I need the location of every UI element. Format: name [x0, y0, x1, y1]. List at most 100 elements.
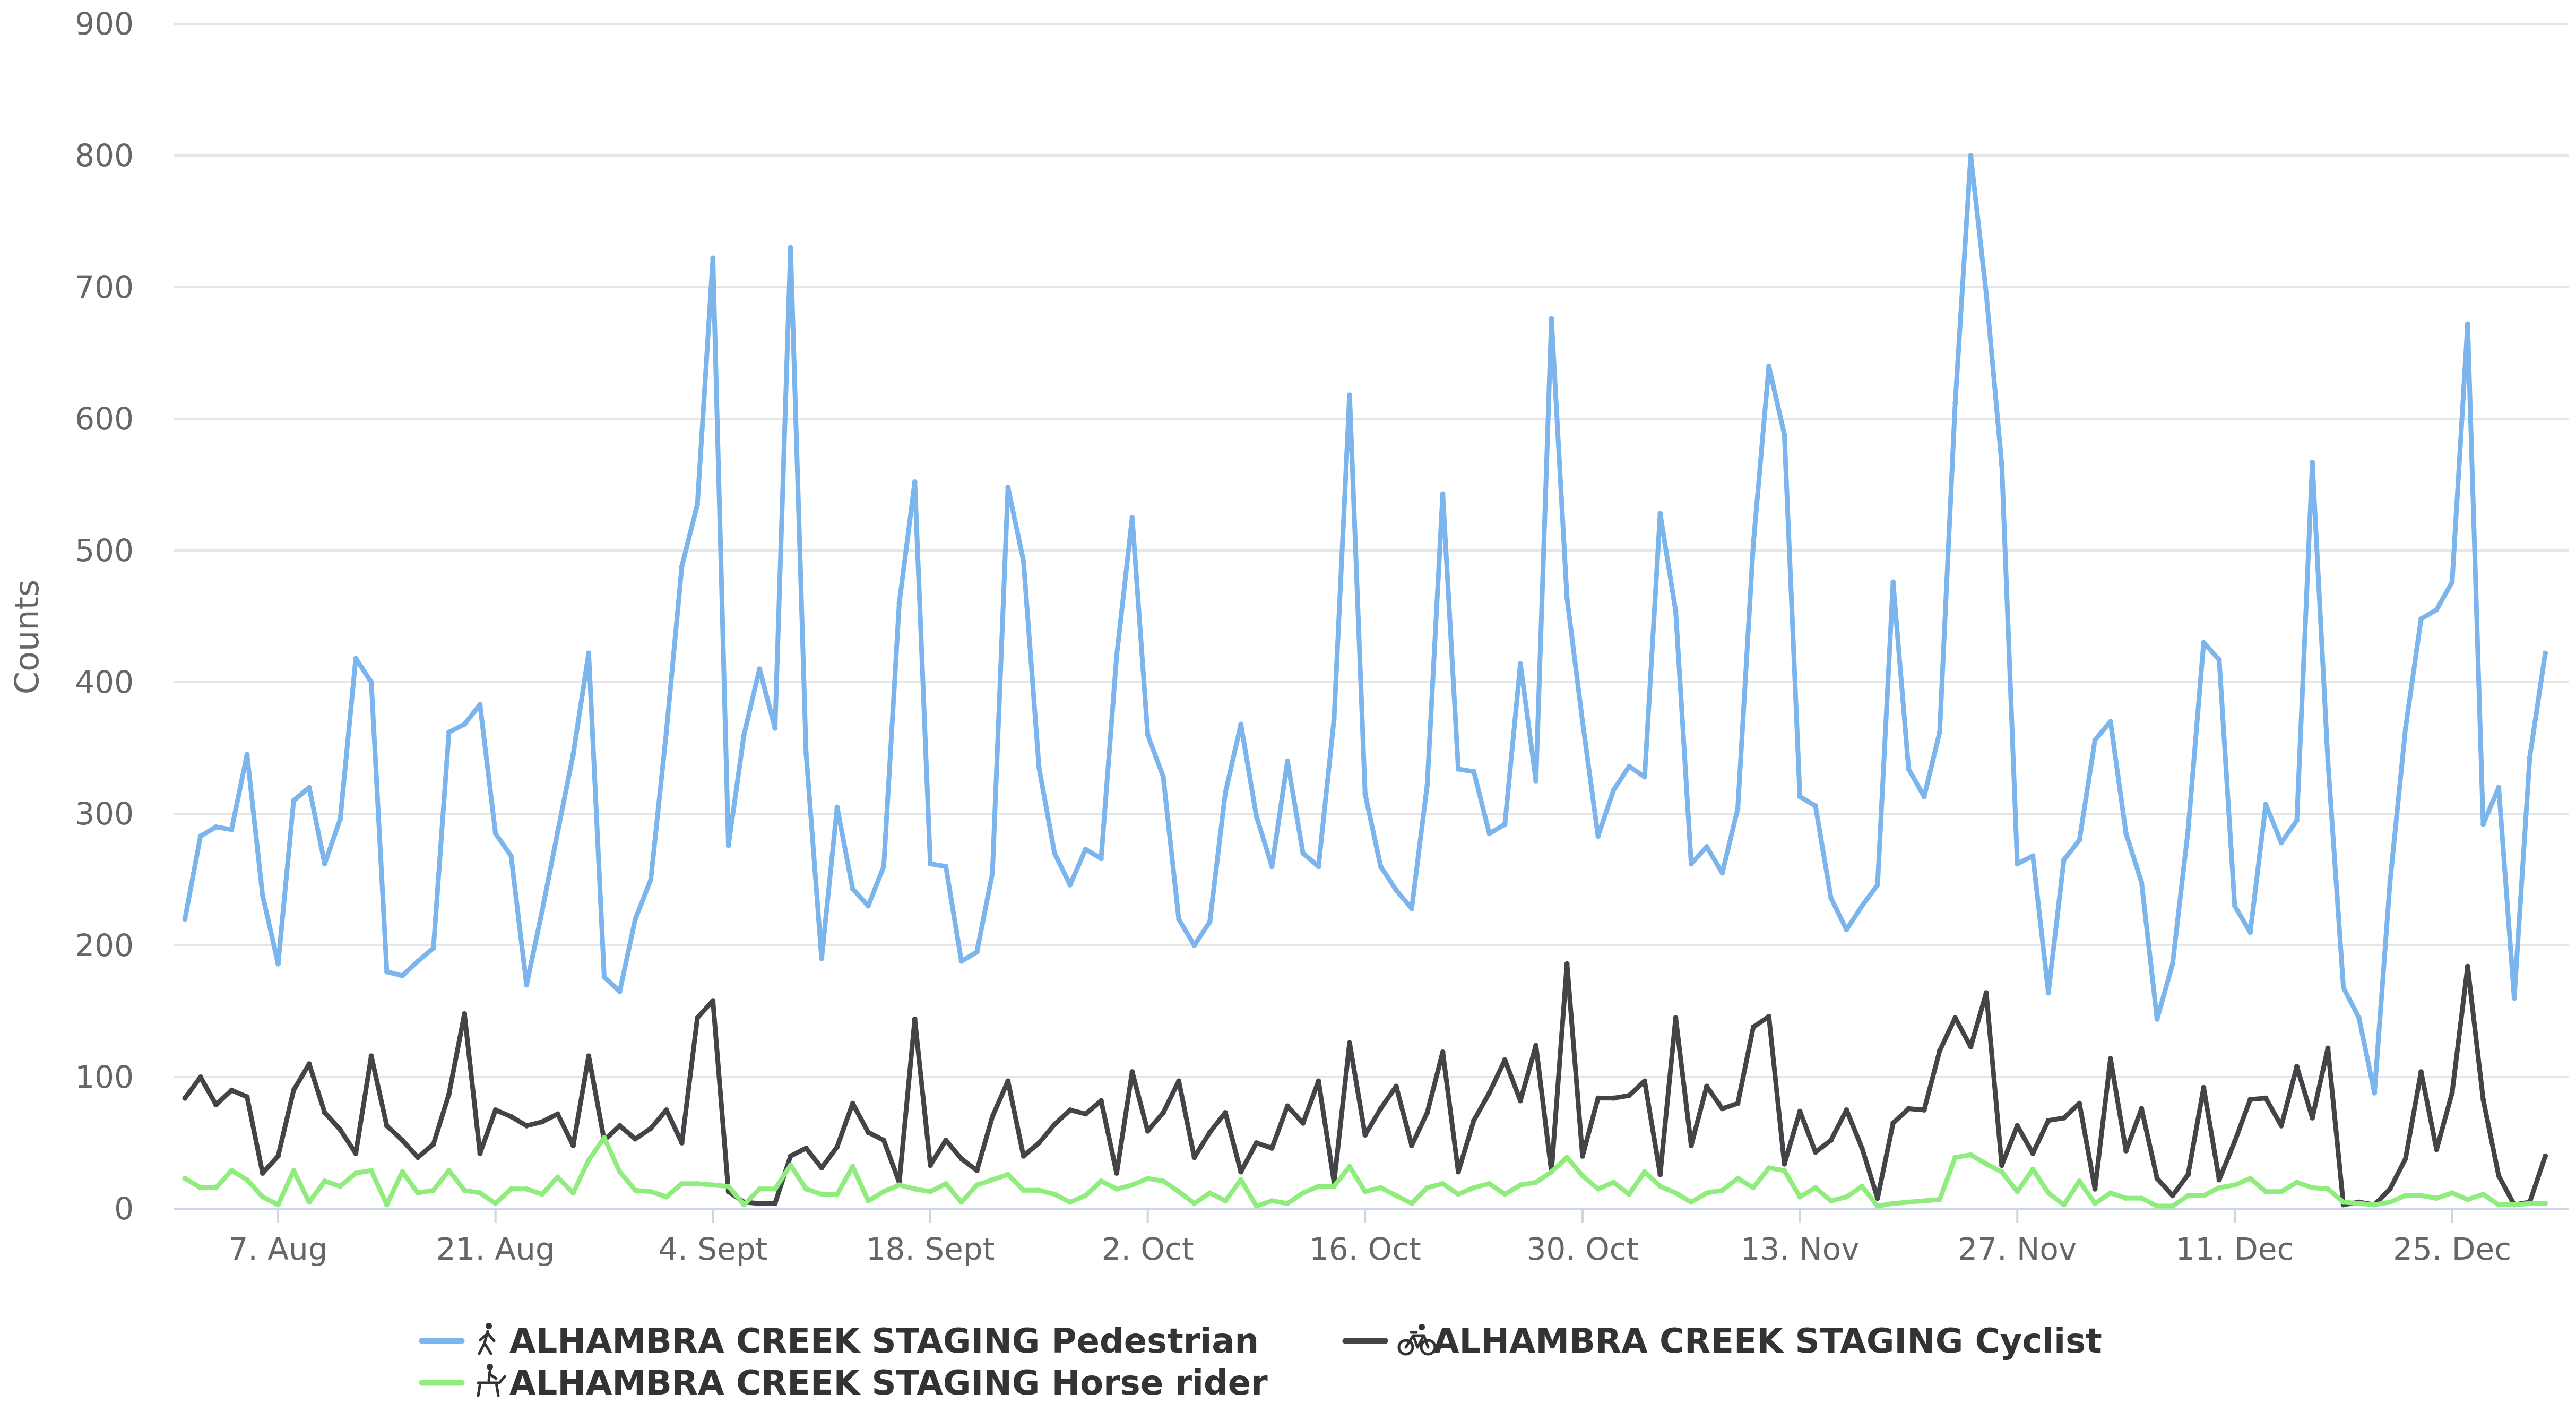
data-point[interactable]: [384, 969, 390, 975]
data-point[interactable]: [306, 785, 312, 790]
data-point[interactable]: [2123, 1148, 2129, 1154]
data-point[interactable]: [1533, 1043, 1539, 1048]
data-point[interactable]: [2030, 1166, 2036, 1172]
data-point[interactable]: [1766, 1013, 1772, 1019]
data-point[interactable]: [1859, 903, 1865, 909]
data-point[interactable]: [1067, 1107, 1073, 1113]
data-point[interactable]: [1424, 782, 1430, 788]
data-point[interactable]: [1937, 1048, 1942, 1054]
data-point[interactable]: [1641, 1078, 1647, 1084]
data-point[interactable]: [1595, 833, 1601, 839]
data-point[interactable]: [2123, 1195, 2129, 1201]
data-point[interactable]: [1844, 1107, 1849, 1113]
data-point[interactable]: [1269, 864, 1275, 870]
data-point[interactable]: [2077, 1178, 2082, 1184]
data-point[interactable]: [197, 1185, 203, 1191]
data-point[interactable]: [2387, 879, 2393, 885]
data-point[interactable]: [772, 725, 778, 731]
data-point[interactable]: [462, 721, 468, 727]
data-point[interactable]: [1284, 1201, 1290, 1207]
data-point[interactable]: [291, 1168, 297, 1174]
data-point[interactable]: [1735, 1175, 1741, 1181]
data-point[interactable]: [1626, 1191, 1632, 1197]
data-point[interactable]: [1828, 1198, 1834, 1204]
data-point[interactable]: [1564, 1155, 1570, 1160]
data-point[interactable]: [881, 1138, 887, 1143]
data-point[interactable]: [2496, 785, 2502, 790]
data-point[interactable]: [1766, 1165, 1772, 1171]
data-point[interactable]: [2123, 831, 2129, 837]
legend-item[interactable]: ALHAMBRA CREEK STAGING Horse rider: [419, 1364, 1268, 1403]
data-point[interactable]: [617, 1169, 623, 1175]
data-point[interactable]: [2015, 1189, 2020, 1194]
data-point[interactable]: [1067, 1199, 1073, 1205]
data-point[interactable]: [1455, 766, 1461, 772]
data-point[interactable]: [1207, 1190, 1213, 1196]
data-point[interactable]: [1797, 1108, 1803, 1114]
data-point[interactable]: [2092, 1201, 2098, 1207]
data-point[interactable]: [1657, 511, 1663, 517]
data-point[interactable]: [1145, 1175, 1151, 1181]
data-point[interactable]: [1797, 1194, 1803, 1200]
data-point[interactable]: [772, 1186, 778, 1192]
data-point[interactable]: [1983, 990, 1989, 996]
data-point[interactable]: [1316, 864, 1321, 870]
data-point[interactable]: [2185, 1193, 2191, 1199]
data-point[interactable]: [834, 804, 840, 810]
data-point[interactable]: [415, 958, 421, 964]
data-point[interactable]: [757, 1201, 763, 1207]
data-point[interactable]: [1486, 1181, 1492, 1186]
data-point[interactable]: [2449, 1190, 2455, 1196]
data-point[interactable]: [2356, 1201, 2362, 1207]
data-point[interactable]: [1207, 1130, 1213, 1135]
data-point[interactable]: [322, 1109, 327, 1115]
data-point[interactable]: [1750, 1024, 1756, 1030]
data-point[interactable]: [182, 1175, 188, 1181]
data-point[interactable]: [990, 1177, 996, 1183]
data-point[interactable]: [182, 1095, 188, 1101]
data-point[interactable]: [244, 1177, 250, 1183]
data-point[interactable]: [1129, 515, 1135, 520]
data-point[interactable]: [1611, 1180, 1617, 1185]
data-point[interactable]: [1191, 1155, 1197, 1160]
data-point[interactable]: [2511, 995, 2517, 1001]
data-point[interactable]: [2387, 1186, 2393, 1192]
data-point[interactable]: [1906, 1199, 1912, 1205]
data-point[interactable]: [2294, 817, 2300, 823]
data-point[interactable]: [803, 1145, 809, 1151]
data-point[interactable]: [182, 916, 188, 922]
data-point[interactable]: [2216, 1177, 2222, 1183]
data-point[interactable]: [2543, 650, 2548, 656]
data-point[interactable]: [1952, 1015, 1958, 1021]
data-point[interactable]: [477, 1150, 483, 1156]
data-point[interactable]: [477, 702, 483, 708]
data-point[interactable]: [2418, 616, 2424, 622]
data-point[interactable]: [1595, 1095, 1601, 1101]
data-point[interactable]: [850, 1164, 855, 1169]
data-point[interactable]: [1098, 1098, 1104, 1104]
data-point[interactable]: [291, 1087, 297, 1093]
data-point[interactable]: [2077, 837, 2082, 843]
data-point[interactable]: [275, 1153, 281, 1159]
data-point[interactable]: [1036, 1187, 1042, 1193]
data-point[interactable]: [492, 1107, 498, 1113]
data-point[interactable]: [1005, 1078, 1011, 1084]
data-point[interactable]: [1641, 1169, 1647, 1175]
data-point[interactable]: [1083, 846, 1088, 852]
data-point[interactable]: [2030, 853, 2036, 859]
data-point[interactable]: [539, 1119, 545, 1125]
data-point[interactable]: [1890, 1201, 1896, 1207]
data-point[interactable]: [1160, 1178, 1166, 1184]
data-point[interactable]: [1517, 661, 1523, 667]
data-point[interactable]: [1704, 1083, 1710, 1089]
data-point[interactable]: [2092, 1186, 2098, 1192]
data-point[interactable]: [1502, 821, 1508, 827]
data-point[interactable]: [1378, 1185, 1384, 1191]
data-point[interactable]: [803, 750, 809, 756]
data-point[interactable]: [1269, 1145, 1275, 1151]
data-point[interactable]: [2185, 827, 2191, 832]
data-point[interactable]: [1098, 1178, 1104, 1184]
data-point[interactable]: [2061, 1115, 2067, 1121]
data-point[interactable]: [2061, 857, 2067, 863]
data-point[interactable]: [1874, 882, 1880, 888]
